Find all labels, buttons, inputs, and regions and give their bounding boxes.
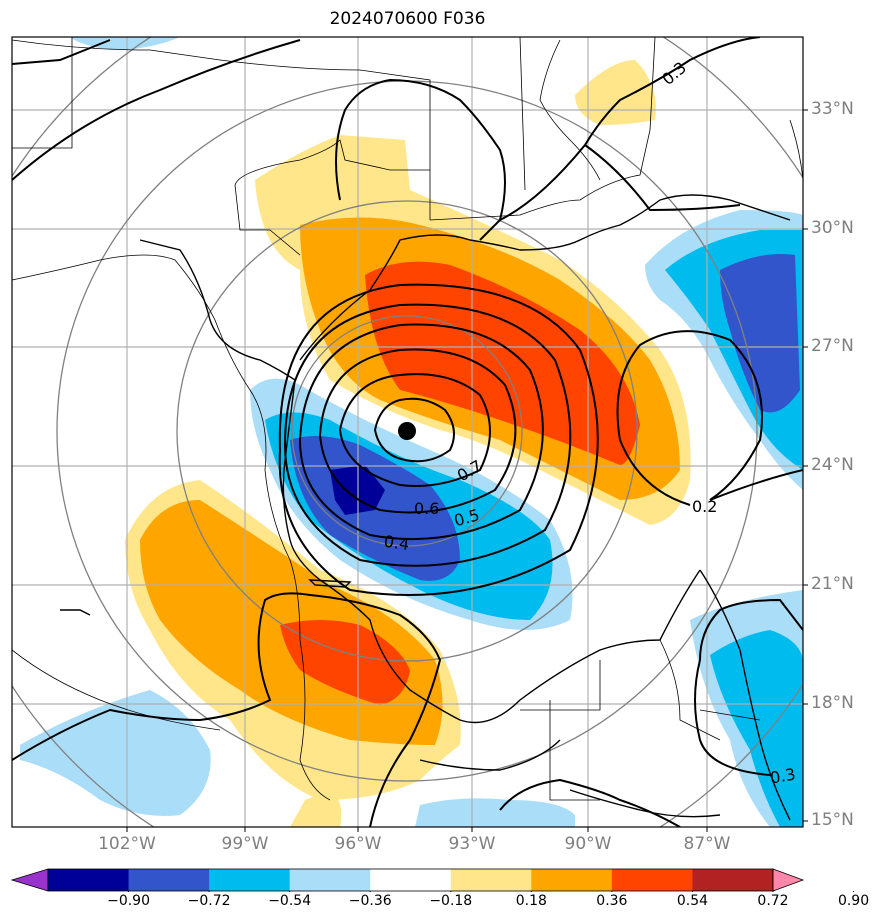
map-frame xyxy=(11,36,804,828)
colorbar-tick-label: 0.18 xyxy=(515,893,547,909)
colorbar-tick-label: 0.90 xyxy=(837,893,870,909)
colorbar-tick-label: 0.36 xyxy=(596,893,628,909)
colorbar-tick-label: −0.18 xyxy=(429,893,473,909)
colorbar-tick-label: −0.90 xyxy=(107,893,150,909)
lat-label: 24°N xyxy=(811,455,854,475)
colorbar-extend-high xyxy=(772,868,805,892)
contour-label: 0.6 xyxy=(414,499,439,518)
colorbar-segment xyxy=(370,869,452,891)
colorbar-segment xyxy=(48,869,130,891)
colorbar xyxy=(10,868,855,892)
contour-label: 0.4 xyxy=(383,532,411,554)
lon-label: 99°W xyxy=(221,834,269,854)
lon-label: 102°W xyxy=(98,834,156,854)
graticule xyxy=(12,37,803,827)
map-title: 2024070600 F036 xyxy=(329,9,486,29)
colorbar-tick-label: −0.36 xyxy=(348,893,392,909)
lat-label: 15°N xyxy=(811,810,854,830)
colorbar-segment xyxy=(531,869,613,891)
lat-label: 21°N xyxy=(811,574,854,594)
colorbar-segment xyxy=(128,869,210,891)
colorbar-segment xyxy=(611,869,693,891)
colorbar-tick-label: 0.72 xyxy=(757,893,789,909)
lon-label: 87°W xyxy=(683,834,731,854)
colorbar-segment xyxy=(692,869,774,891)
contours xyxy=(12,37,803,827)
lat-label: 33°N xyxy=(811,99,854,119)
colorbar-segment xyxy=(209,869,291,891)
lat-label: 30°N xyxy=(811,218,854,238)
lat-label: 27°N xyxy=(811,336,854,356)
colorbar-tick-label: −0.72 xyxy=(187,893,231,909)
storm-center-marker xyxy=(398,422,416,440)
colorbar-segment xyxy=(450,869,532,891)
colorbar-tick-label: 0.54 xyxy=(676,893,709,909)
colorbar-extend-low xyxy=(10,868,49,892)
colorbar-segment xyxy=(289,869,371,891)
coastlines xyxy=(60,194,791,821)
lon-label: 93°W xyxy=(448,834,496,854)
lon-label: 90°W xyxy=(564,834,612,854)
lon-label: 96°W xyxy=(334,834,382,854)
lat-label: 18°N xyxy=(811,693,854,713)
contour-label: 0.2 xyxy=(692,497,717,516)
map-panel: 0.3 0.7 0.6 0.5 0.4 0.2 0.3 xyxy=(11,36,808,832)
political-borders xyxy=(12,37,803,801)
positive-anomaly-fill xyxy=(125,60,691,827)
colorbar-tick-label: −0.54 xyxy=(268,893,312,909)
contour-label: 0.3 xyxy=(769,764,797,787)
